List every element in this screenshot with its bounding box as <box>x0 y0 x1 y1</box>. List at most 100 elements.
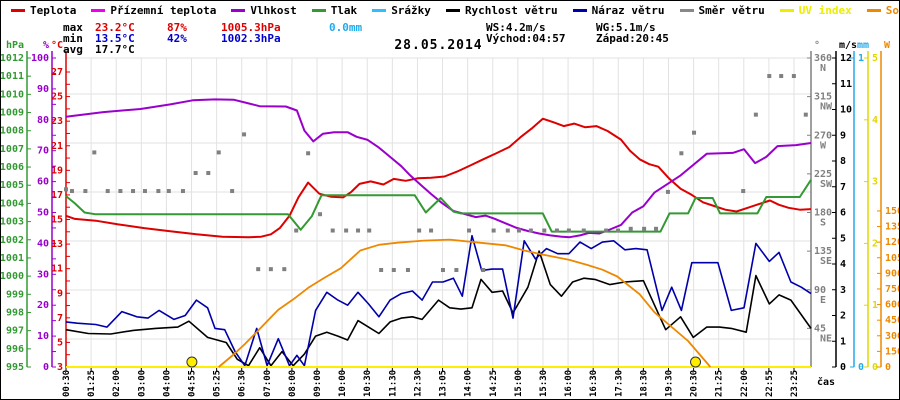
stat-max-temp: 23.2°C <box>95 21 135 34</box>
svg-text:05:25: 05:25 <box>213 370 223 397</box>
svg-text:03:00: 03:00 <box>137 370 147 397</box>
svg-text:3: 3 <box>872 177 878 188</box>
svg-text:1: 1 <box>840 336 846 347</box>
svg-text:20:30: 20:30 <box>690 370 700 397</box>
svg-text:11: 11 <box>51 264 63 275</box>
svg-text:1011: 1011 <box>1 71 24 82</box>
axis-rain: 0 1 mm <box>850 40 869 373</box>
svg-text:SW: SW <box>820 179 833 190</box>
legend-item-10: Solar <box>866 4 899 17</box>
svg-text:E: E <box>820 295 826 306</box>
svg-text:%: % <box>43 40 49 51</box>
svg-text:100: 100 <box>31 53 49 64</box>
stat-avg-temp: 17.7°C <box>95 43 135 56</box>
legend: Teplota Přízemní teplota Vlhkost Tlak Srážky… <box>11 4 899 17</box>
svg-text:NW: NW <box>820 102 833 113</box>
svg-text:1008: 1008 <box>1 126 24 137</box>
svg-text:NE: NE <box>820 333 832 344</box>
svg-text:19: 19 <box>51 165 63 176</box>
svg-text:16:00: 16:00 <box>564 370 574 397</box>
svg-text:13: 13 <box>51 239 63 250</box>
svg-text:1010: 1010 <box>1 89 24 100</box>
legend-item-5: Srážky <box>372 4 431 17</box>
svg-text:22:00: 22:00 <box>740 370 750 397</box>
legend-label: Tlak <box>330 4 358 17</box>
svg-text:0: 0 <box>840 362 846 373</box>
svg-text:5: 5 <box>872 53 878 64</box>
svg-text:21: 21 <box>51 141 63 152</box>
legend-dash-icon <box>679 9 694 12</box>
svg-text:12: 12 <box>840 53 852 64</box>
svg-text:hPa: hPa <box>6 40 24 51</box>
legend-label: Rychlost větru <box>464 4 558 17</box>
sun-markers <box>186 356 702 368</box>
series-tlak <box>65 179 812 233</box>
svg-text:04:00: 04:00 <box>162 370 172 397</box>
axis-humidity: 0 10 20 30 40 50 60 70 80 90 100% <box>31 40 56 373</box>
svg-text:180: 180 <box>814 208 832 219</box>
stat-max-pressure: 1005.3hPa <box>221 21 281 34</box>
svg-text:08:00: 08:00 <box>288 370 298 397</box>
svg-text:50: 50 <box>37 208 49 219</box>
svg-text:6: 6 <box>840 208 846 219</box>
svg-text:315: 315 <box>814 92 832 103</box>
svg-text:9: 9 <box>840 130 846 141</box>
svg-text:135: 135 <box>814 246 832 257</box>
svg-text:27: 27 <box>51 67 63 78</box>
axis-solar: 0 150 300 450 600 750 900 1050 1200 1350 1500 W <box>877 40 899 373</box>
svg-text:02:00: 02:00 <box>112 370 122 397</box>
svg-text:60: 60 <box>37 177 49 188</box>
svg-text:15:00: 15:00 <box>514 370 524 397</box>
chart-date-title: 28.05.2014 <box>394 38 483 53</box>
svg-text:W: W <box>884 40 891 51</box>
svg-text:06:30: 06:30 <box>238 370 248 397</box>
svg-text:18:30: 18:30 <box>639 370 649 397</box>
svg-text:1003: 1003 <box>1 217 24 228</box>
legend-item-9: UV index <box>779 4 852 17</box>
svg-text:W: W <box>820 140 827 151</box>
stats-wind-row: WS:4.2m/s WG:5.1m/s <box>486 21 656 34</box>
stat-avg-label: avg <box>63 43 83 56</box>
svg-text:1: 1 <box>872 300 878 311</box>
svg-text:997: 997 <box>6 326 24 337</box>
svg-text:15:30: 15:30 <box>539 370 549 397</box>
stat-wind-gust: WG:5.1m/s <box>596 21 656 34</box>
svg-text:13:05: 13:05 <box>439 370 449 397</box>
stat-min-label: min <box>63 32 83 45</box>
svg-text:2: 2 <box>840 311 846 322</box>
svg-text:1007: 1007 <box>1 144 24 155</box>
svg-text:90: 90 <box>37 84 49 95</box>
svg-text:1009: 1009 <box>1 108 24 119</box>
axis-temperature: 3 5 7 9 11 13 15 17 19 21 23 25 27 °C <box>51 40 70 373</box>
legend-label: UV index <box>798 4 852 17</box>
svg-text:10:30: 10:30 <box>363 370 373 397</box>
legend-dash-icon <box>445 9 460 12</box>
svg-text:9: 9 <box>57 288 63 299</box>
svg-text:12:30: 12:30 <box>413 370 423 397</box>
svg-text:10:00: 10:00 <box>338 370 348 397</box>
svg-text:450: 450 <box>885 315 899 326</box>
svg-text:1006: 1006 <box>1 162 24 173</box>
svg-text:23:25: 23:25 <box>790 370 800 397</box>
svg-text:09:00: 09:00 <box>313 370 323 397</box>
svg-text:225: 225 <box>814 169 832 180</box>
svg-text:11: 11 <box>840 79 852 90</box>
svg-text:00:30: 00:30 <box>62 370 72 397</box>
stat-sunrise: Východ:04:57 <box>486 32 566 45</box>
svg-text:750: 750 <box>885 284 899 295</box>
grid <box>65 57 811 367</box>
svg-text:1005: 1005 <box>1 180 24 191</box>
svg-text:21:25: 21:25 <box>715 370 725 397</box>
stat-max-humidity: 87% <box>167 21 187 34</box>
svg-text:150: 150 <box>885 346 899 357</box>
svg-text:4: 4 <box>872 115 878 126</box>
svg-text:11:30: 11:30 <box>388 370 398 397</box>
legend-label: Vlhkost <box>250 4 297 17</box>
legend-item-4: Tlak <box>311 4 358 17</box>
legend-label: Teplota <box>30 4 77 17</box>
svg-text:10: 10 <box>37 331 49 342</box>
svg-text:16:30: 16:30 <box>589 370 599 397</box>
series-rychlost-v-tru <box>65 250 812 367</box>
svg-text:0: 0 <box>872 362 878 373</box>
